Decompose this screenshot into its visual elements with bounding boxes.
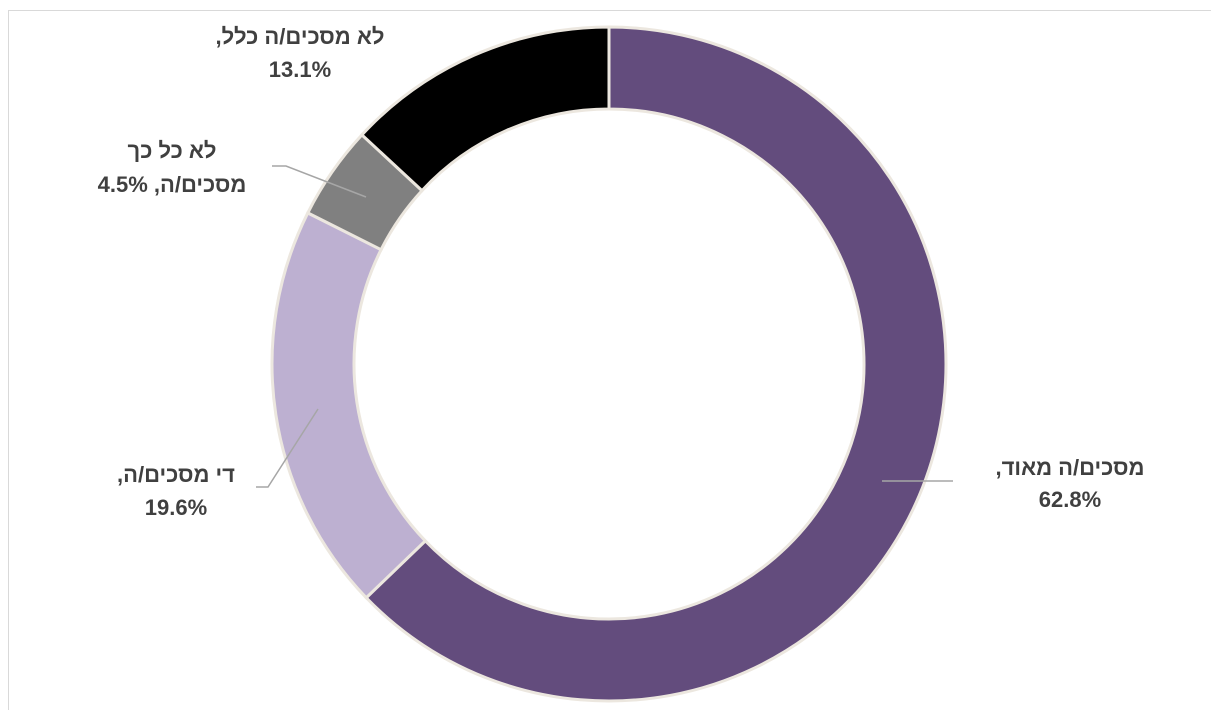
chart-frame bbox=[8, 10, 1211, 710]
data-label-somewhat-agree-value: 19.6% bbox=[145, 495, 207, 520]
data-label-not-so-agree-name: לא כל כך bbox=[128, 138, 217, 163]
slice-not-agree bbox=[359, 25, 611, 193]
slice-very-agree bbox=[364, 25, 948, 703]
data-label-very-agree-name: מסכים/ה מאוד, bbox=[996, 455, 1145, 480]
data-label-very-agree-value: 62.8% bbox=[1039, 487, 1101, 512]
donut-slices bbox=[270, 25, 948, 703]
data-labels: מסכים/ה מאוד, 62.8% די מסכים/ה, 19.6% לא… bbox=[98, 24, 1145, 520]
data-label-not-agree-value: 13.1% bbox=[269, 57, 331, 82]
slice-somewhat-agree bbox=[270, 210, 428, 600]
data-label-not-agree-name: לא מסכים/ה כלל, bbox=[216, 24, 385, 49]
leader-line-not-so-agree bbox=[272, 165, 367, 198]
data-label-somewhat-agree-name: די מסכים/ה, bbox=[117, 462, 235, 487]
leader-line-somewhat-agree bbox=[256, 408, 319, 488]
data-label-not-so-agree-value: מסכים/ה, 4.5% bbox=[98, 172, 247, 197]
leader-lines bbox=[256, 165, 953, 488]
